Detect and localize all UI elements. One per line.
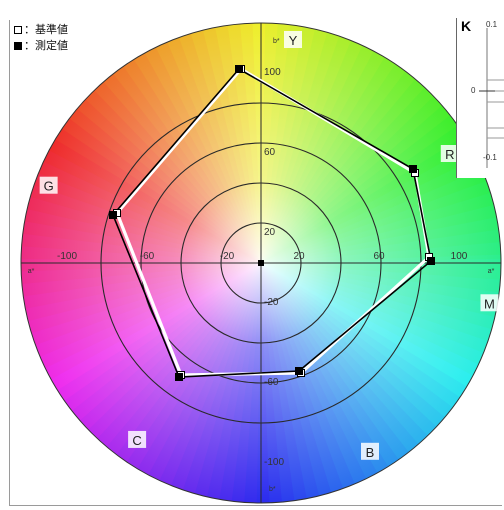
tick-label-left: -20 <box>220 251 235 262</box>
k-label: K <box>461 18 472 34</box>
k-panel <box>456 18 504 178</box>
measured-point <box>427 257 435 265</box>
axis-unit-left: a* <box>28 268 35 275</box>
axis-unit-bottom: b* <box>269 486 276 493</box>
svg-text:C: C <box>132 433 141 448</box>
tick-label-left: -60 <box>140 251 155 262</box>
legend-item-reference: ：基準値 <box>14 22 68 38</box>
measured-point <box>409 165 417 173</box>
hue-label-y: Y <box>284 31 302 48</box>
open-square-icon <box>14 26 22 34</box>
tick-label-right: 20 <box>293 251 305 262</box>
filled-square-icon <box>14 42 22 50</box>
tick-label-bottom: -100 <box>264 457 284 468</box>
axis-tick-labels: 100 60 20 -20 -60 -100 -100 -60 -20 20 60 100 b* b* a*… <box>28 38 495 493</box>
legend: ：基準値 ：測定値 <box>14 22 68 54</box>
svg-text:B: B <box>366 445 375 460</box>
tick-label-right: 100 <box>451 251 468 262</box>
svg-text:R: R <box>445 147 454 162</box>
hue-label-m: M <box>480 294 499 312</box>
hue-labels: Y R M B C G <box>39 31 499 460</box>
legend-measured-label: ：測定値 <box>24 40 68 52</box>
tick-label-bottom: -20 <box>264 297 279 308</box>
svg-text:G: G <box>44 179 54 194</box>
hue-label-b: B <box>361 442 379 460</box>
k-tick-zero: 0 <box>471 86 476 95</box>
hue-label-c: C <box>128 430 147 448</box>
hue-label-g: G <box>39 176 58 194</box>
data-series <box>109 65 435 381</box>
measured-point <box>175 373 183 381</box>
k-panel-scale <box>479 28 504 168</box>
axis-unit-right: a* <box>488 268 495 275</box>
legend-reference-label: ：基準値 <box>24 24 68 36</box>
measured-point <box>235 65 243 73</box>
origin-marker <box>258 260 264 266</box>
tick-label-left: -100 <box>57 251 77 262</box>
legend-item-measured: ：測定値 <box>14 38 68 54</box>
svg-text:M: M <box>484 296 495 311</box>
tick-label-top: 20 <box>264 227 276 238</box>
tick-label-top: 100 <box>264 67 281 78</box>
svg-text:Y: Y <box>289 33 298 48</box>
hue-label-r: R <box>440 145 459 162</box>
tick-label-top: 60 <box>264 147 276 158</box>
tick-label-bottom: -60 <box>264 377 279 388</box>
measured-point <box>109 211 117 219</box>
tick-label-right: 60 <box>373 251 385 262</box>
k-tick-bottom: -0.1 <box>483 153 497 162</box>
axis-unit-top: b* <box>273 38 280 45</box>
k-tick-top: 0.1 <box>486 20 498 29</box>
measured-point <box>295 367 303 375</box>
chart-frame <box>9 20 502 506</box>
